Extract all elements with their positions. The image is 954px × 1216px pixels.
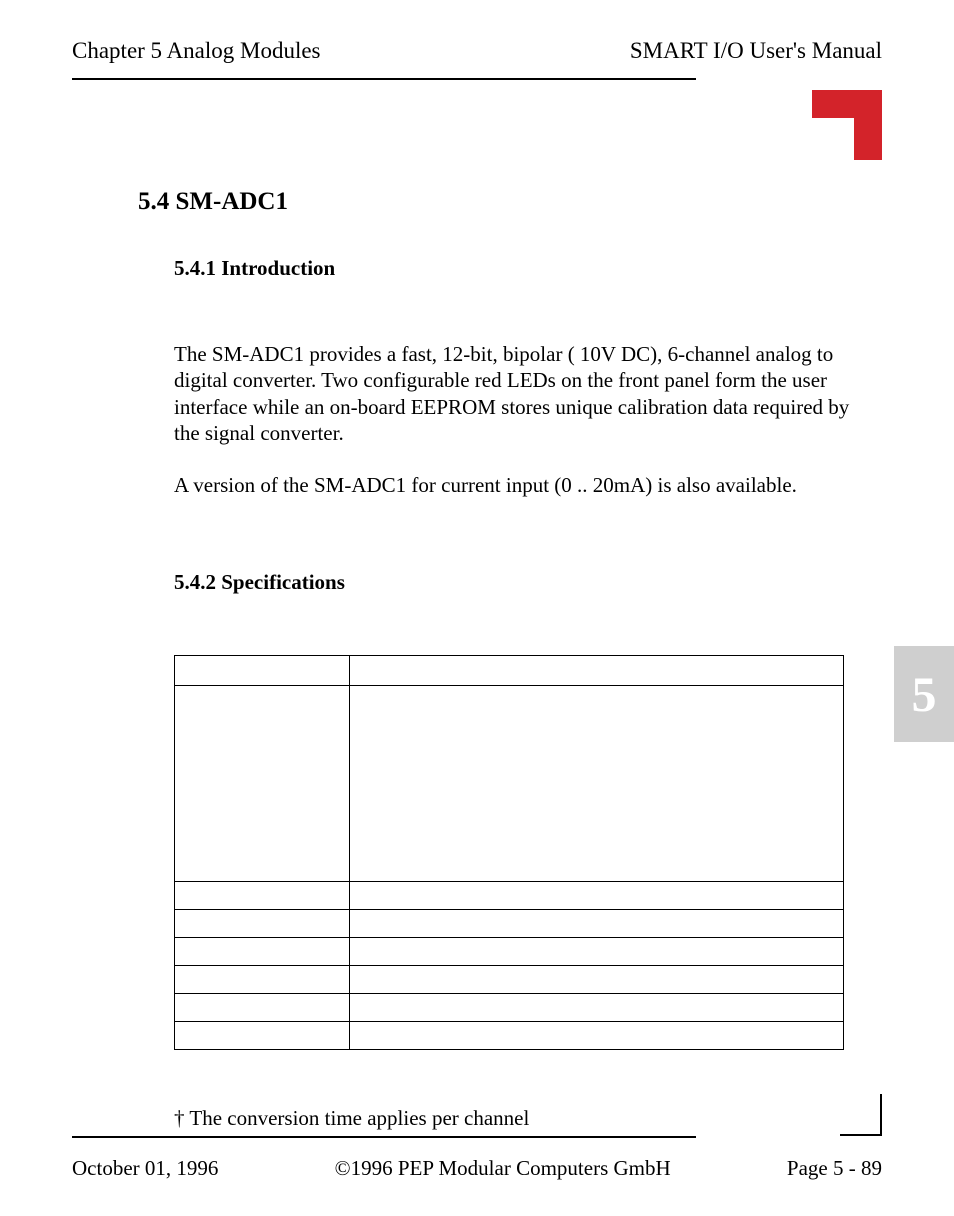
intro-paragraph-1: The SM-ADC1 provides a fast, 12-bit, bip… [174,341,872,446]
table-row [175,656,844,686]
table-cell [350,910,844,938]
table-cell [175,1022,350,1050]
table-row [175,882,844,910]
table-cell [175,938,350,966]
table-cell [175,882,350,910]
table-cell [350,994,844,1022]
header-left: Chapter 5 Analog Modules [72,38,321,64]
footer-page-number: Page 5 - 89 [787,1156,882,1181]
footer-date: October 01, 1996 [72,1156,218,1181]
corner-flag-icon [778,90,882,162]
subsection-heading-specs: 5.4.2 Specifications [174,570,872,595]
crop-mark-icon [840,1094,882,1136]
table-cell [175,656,350,686]
table-cell [350,686,844,882]
footer-rule [72,1136,696,1138]
page: Chapter 5 Analog Modules SMART I/O User'… [0,0,954,1216]
footer-copyright: ©1996 PEP Modular Computers GmbH [335,1156,671,1181]
section-heading: 5.4 SM-ADC1 [138,188,872,216]
table-cell [350,938,844,966]
table-cell [350,882,844,910]
table-row [175,1022,844,1050]
table-cell [350,966,844,994]
table-cell [350,1022,844,1050]
table-row [175,910,844,938]
table-cell [350,656,844,686]
table-row [175,686,844,882]
table-row [175,938,844,966]
table-row [175,994,844,1022]
table-cell [175,686,350,882]
intro-paragraph-2: A version of the SM-ADC1 for current inp… [174,472,872,498]
content-area: 5.4 SM-ADC1 5.4.1 Introduction The SM-AD… [72,80,882,1131]
table-row [175,966,844,994]
chapter-tab: 5 [894,646,954,742]
specifications-table [174,655,844,1050]
table-cell [175,910,350,938]
footnote: † The conversion time applies per channe… [174,1106,872,1131]
table-cell [175,994,350,1022]
header-right: SMART I/O User's Manual [630,38,882,64]
page-footer: October 01, 1996 ©1996 PEP Modular Compu… [72,1156,882,1181]
table-cell [175,966,350,994]
subsection-heading-intro: 5.4.1 Introduction [174,256,872,281]
page-header: Chapter 5 Analog Modules SMART I/O User'… [72,38,882,74]
